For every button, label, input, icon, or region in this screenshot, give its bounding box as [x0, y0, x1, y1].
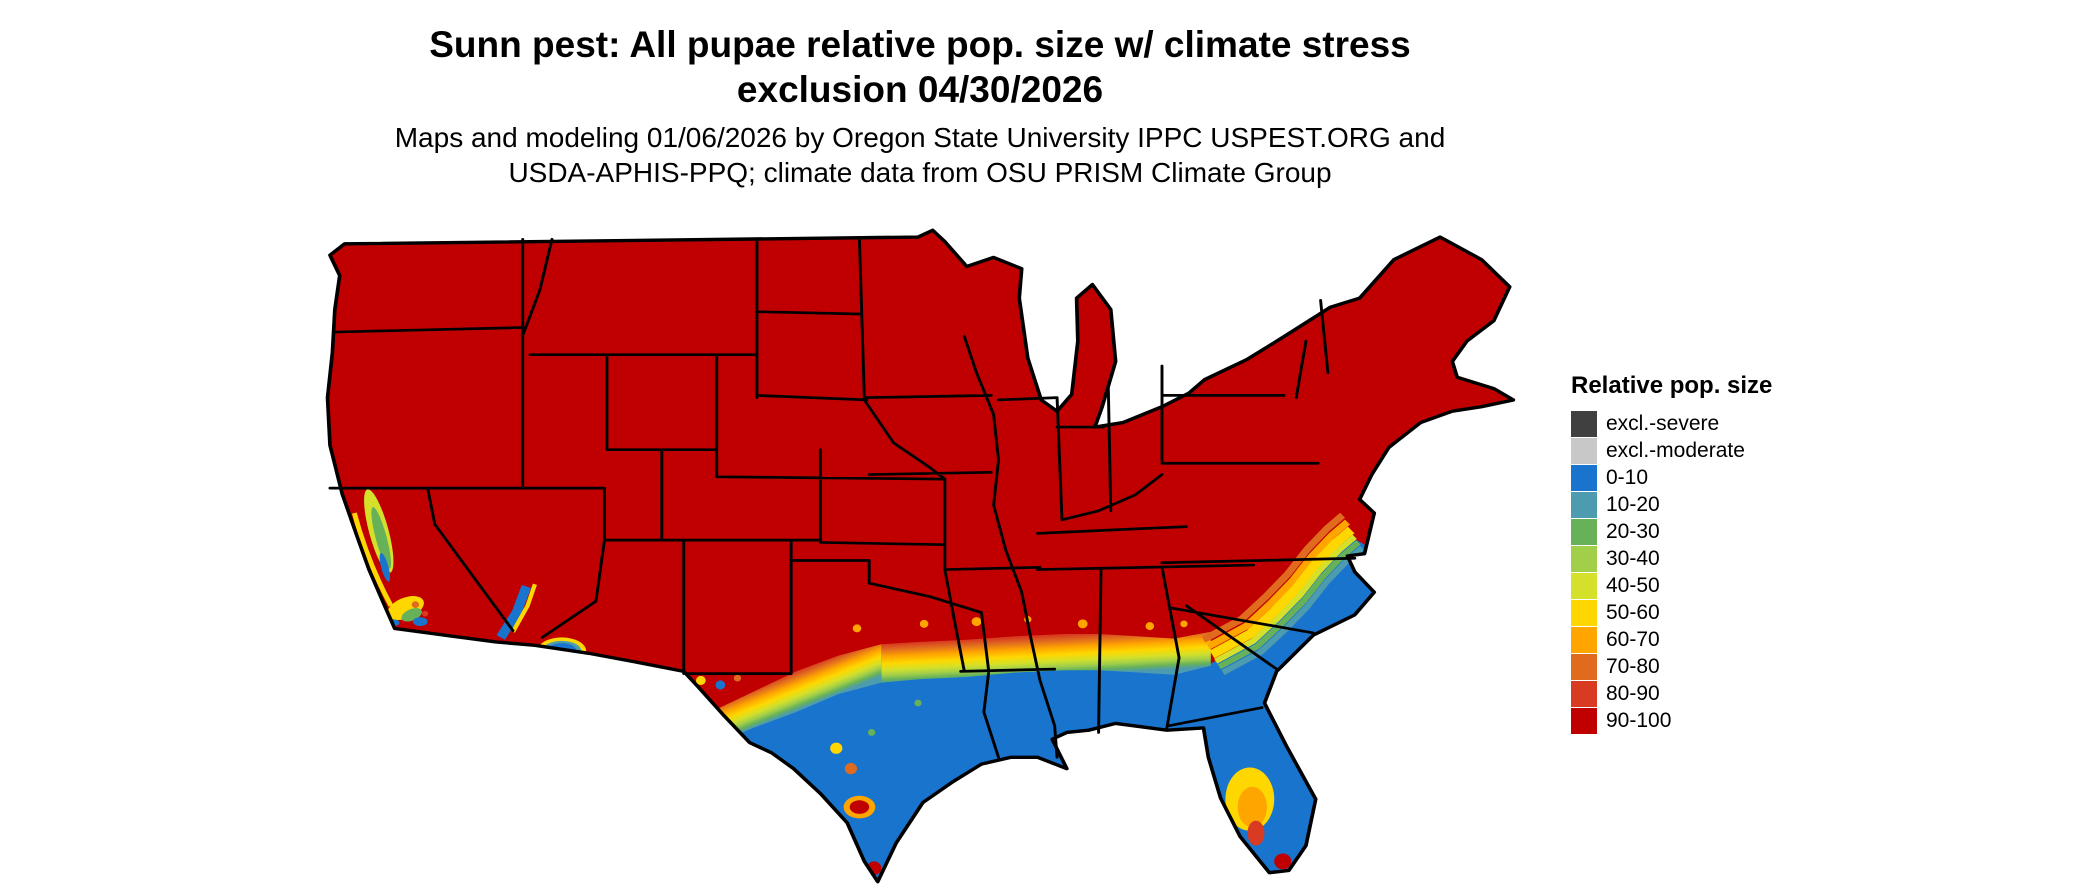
- legend-swatch: [1571, 464, 1597, 491]
- region-south-low-0-10: [600, 537, 1514, 882]
- map-patch: [849, 800, 870, 814]
- map-patch: [813, 750, 828, 765]
- map-patch: [914, 699, 922, 707]
- legend-label: 10-20: [1606, 492, 1660, 516]
- legend-item: 30-40: [1571, 545, 1772, 572]
- legend-label: 40-50: [1606, 573, 1660, 597]
- legend-swatch: [1571, 518, 1597, 545]
- title-line-2: exclusion 04/30/2026: [736, 69, 1104, 111]
- legend-item: excl.-severe: [1571, 410, 1772, 437]
- map-patch: [971, 617, 982, 627]
- map-patch: [1180, 620, 1188, 628]
- map-patch: [592, 661, 610, 673]
- legend-label: 80-90: [1606, 681, 1660, 705]
- legend-label: excl.-severe: [1606, 411, 1720, 435]
- map-patch: [1077, 619, 1088, 629]
- map-patch: [867, 729, 876, 736]
- us-map: [308, 228, 1528, 884]
- map-title: Sunn pest: All pupae relative pop. size …: [0, 22, 1840, 112]
- legend: Relative pop. size excl.-severe excl.-mo…: [1571, 372, 1772, 734]
- map-patch: [844, 762, 857, 775]
- se-band-40-50: [1214, 534, 1357, 664]
- legend-swatch: [1571, 545, 1597, 572]
- map-patch: [351, 512, 394, 607]
- legend-item: 60-70: [1571, 626, 1772, 653]
- legend-item: 40-50: [1571, 572, 1772, 599]
- subtitle-line-1: Maps and modeling 01/06/2026 by Oregon S…: [394, 122, 1446, 153]
- legend-swatch: [1571, 572, 1597, 599]
- state-borders: [328, 237, 1357, 759]
- map-subtitle: Maps and modeling 01/06/2026 by Oregon S…: [0, 120, 1840, 190]
- legend-item: 90-100: [1571, 707, 1772, 734]
- legend-title: Relative pop. size: [1571, 372, 1773, 399]
- map-patch: [830, 742, 843, 754]
- map-patch: [733, 674, 742, 682]
- legend-swatch: [1571, 653, 1597, 680]
- legend-swatch: [1571, 626, 1597, 653]
- legend-swatch: [1571, 410, 1597, 437]
- map-patch: [1145, 622, 1155, 631]
- legend-label: excl.-moderate: [1606, 438, 1745, 462]
- legend-label: 50-60: [1606, 600, 1660, 624]
- legend-label: 60-70: [1606, 627, 1660, 651]
- map-fill-layer: [327, 230, 1514, 882]
- title-line-1: Sunn pest: All pupae relative pop. size …: [429, 24, 1411, 65]
- legend-item: 70-80: [1571, 653, 1772, 680]
- legend-label: 0-10: [1606, 465, 1649, 489]
- subtitle-line-2: USDA-APHIS-PPQ; climate data from OSU PR…: [508, 157, 1332, 188]
- legend-swatch: [1571, 491, 1597, 518]
- map-patch: [511, 583, 537, 633]
- map-patch: [695, 675, 706, 685]
- se-band-10-20: [1221, 546, 1365, 675]
- florida-hotspot-mid: [1237, 786, 1267, 828]
- map-patch: [412, 617, 428, 627]
- map-patch: [422, 610, 429, 617]
- legend-item: 10-20: [1571, 491, 1772, 518]
- se-band-60-70: [1206, 519, 1350, 650]
- map-patch: [919, 619, 929, 628]
- legend-swatch: [1571, 599, 1597, 626]
- us-map-svg: [325, 228, 1516, 884]
- legend-item: 20-30: [1571, 518, 1772, 545]
- map-patch: [379, 553, 391, 582]
- legend-label: 90-100: [1606, 708, 1672, 732]
- map-patch: [371, 507, 392, 569]
- transition-band-west: [710, 644, 882, 747]
- map-patch: [411, 601, 420, 609]
- legend-swatch: [1571, 707, 1597, 734]
- florida-tip-patch: [1274, 853, 1292, 870]
- legend-item: 50-60: [1571, 599, 1772, 626]
- map-patch: [852, 624, 862, 633]
- map-patch: [715, 680, 726, 690]
- legend-label: 70-80: [1606, 654, 1660, 678]
- map-patch: [496, 585, 531, 640]
- legend-swatch: [1571, 680, 1597, 707]
- se-band-50-60: [1209, 526, 1355, 659]
- florida-hotspot-core: [1247, 820, 1265, 846]
- legend-item: 0-10: [1571, 464, 1772, 491]
- legend-item: excl.-moderate: [1571, 437, 1772, 464]
- legend-label: 20-30: [1606, 519, 1660, 543]
- us-outline: [325, 228, 1516, 884]
- legend-item: 80-90: [1571, 680, 1772, 707]
- se-band-20-30: [1217, 540, 1361, 670]
- map-patch: [587, 658, 615, 675]
- legend-swatch: [1571, 437, 1597, 464]
- legend-label: 30-40: [1606, 546, 1660, 570]
